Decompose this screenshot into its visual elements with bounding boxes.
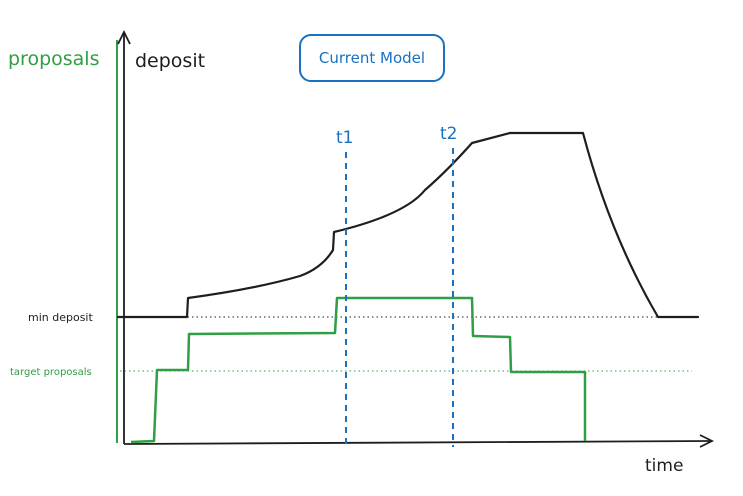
t2-marker-label: t2 <box>440 124 457 144</box>
title-text: Current Model <box>318 49 426 67</box>
deposit-axis-arrow <box>117 29 131 45</box>
min-deposit-label: min deposit <box>28 311 93 324</box>
deposit-curve <box>116 131 700 319</box>
target-proposals-label: target proposals <box>10 367 92 378</box>
time-axis <box>123 440 713 445</box>
proposals-line <box>130 296 587 444</box>
t1-marker-label: t1 <box>336 128 353 148</box>
proposals-axis-label: proposals <box>8 48 99 70</box>
time-axis-arrow <box>699 434 715 448</box>
time-axis-label: time <box>645 456 683 476</box>
title-box: Current Model <box>299 34 445 82</box>
deposit-axis-label: deposit <box>135 50 205 72</box>
